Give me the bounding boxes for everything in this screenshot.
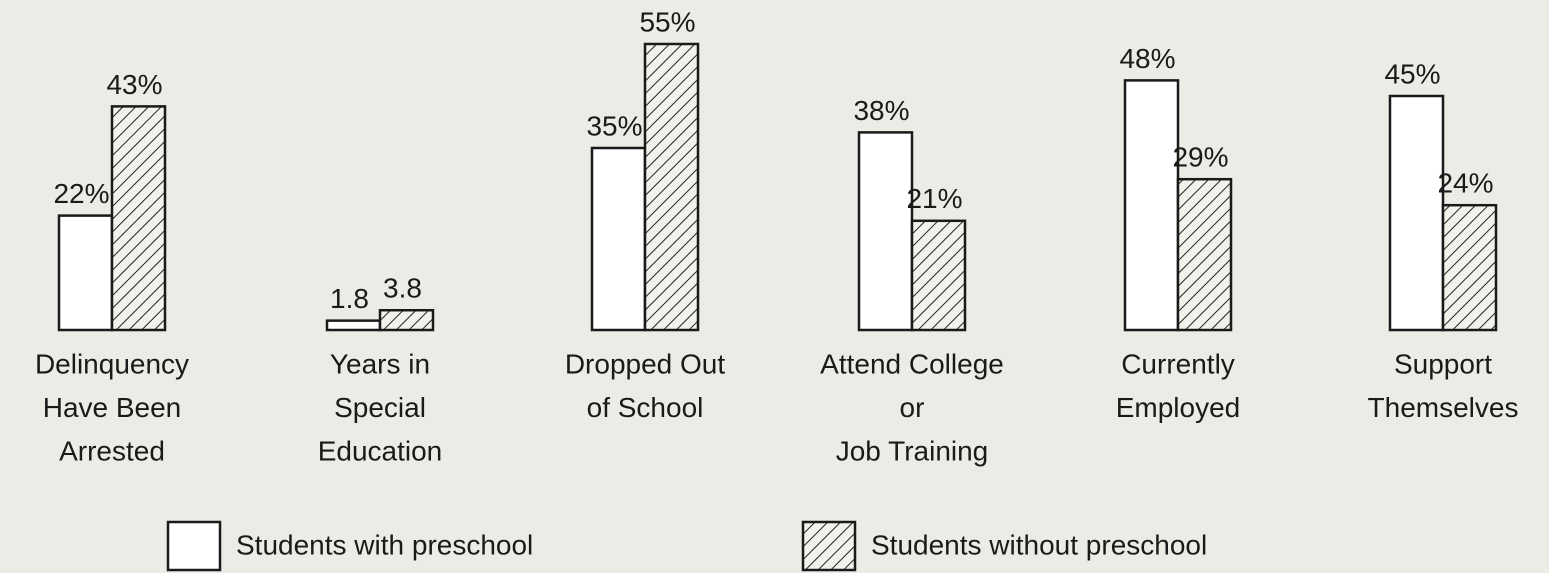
x-tick-label: Special xyxy=(334,392,426,423)
value-label: 38% xyxy=(853,95,909,126)
x-tick-label: Arrested xyxy=(59,435,165,466)
bar xyxy=(110,105,167,332)
bar xyxy=(378,308,435,332)
x-tick-label: Employed xyxy=(1116,392,1241,423)
bar xyxy=(1441,203,1498,332)
x-tick-label: Delinquency xyxy=(35,348,189,379)
x-tick-label: Support xyxy=(1394,348,1492,379)
bar xyxy=(643,42,700,332)
legend-swatch xyxy=(801,520,857,572)
value-label: 29% xyxy=(1172,142,1228,173)
x-tick-label: Dropped Out xyxy=(565,348,726,379)
bar xyxy=(1176,177,1233,332)
legend-swatch xyxy=(166,520,222,572)
x-tick-label: or xyxy=(900,392,925,423)
x-tick-label: Have Been xyxy=(43,392,182,423)
value-label: 43% xyxy=(106,69,162,100)
bar xyxy=(325,319,382,332)
bar xyxy=(590,146,647,332)
value-label: 24% xyxy=(1437,168,1493,199)
bar xyxy=(857,131,914,332)
x-tick-label: Education xyxy=(318,435,443,466)
bar xyxy=(1123,79,1180,332)
value-label: 22% xyxy=(53,178,109,209)
value-label: 48% xyxy=(1119,43,1175,74)
x-tick-label: Years in xyxy=(330,348,430,379)
value-label: 35% xyxy=(586,110,642,141)
x-tick-label: Attend College xyxy=(820,348,1004,379)
x-tick-label: Currently xyxy=(1121,348,1235,379)
bar xyxy=(57,214,114,332)
value-label: 55% xyxy=(639,6,695,37)
legend-label: Students without preschool xyxy=(871,529,1207,560)
value-label: 1.8 xyxy=(330,283,369,314)
legend-label: Students with preschool xyxy=(236,529,533,560)
bar xyxy=(1388,94,1445,332)
value-label: 45% xyxy=(1384,58,1440,89)
x-tick-label: Job Training xyxy=(836,435,989,466)
value-label: 21% xyxy=(906,183,962,214)
x-tick-label: of School xyxy=(587,392,704,423)
value-label: 3.8 xyxy=(383,273,422,304)
bar xyxy=(910,219,967,332)
x-tick-label: Themselves xyxy=(1368,392,1519,423)
